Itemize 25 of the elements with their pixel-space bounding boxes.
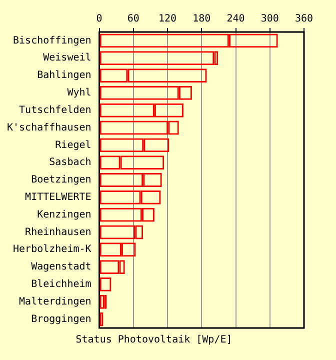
- y-tick-label: Bahlingen: [37, 70, 92, 82]
- x-tick-label: 60: [127, 14, 140, 25]
- y-tick-label: MITTELWERTE: [25, 192, 92, 204]
- y-tick-label: Wyhl: [67, 88, 92, 99]
- y-tick-label: Kenzingen: [37, 209, 92, 220]
- y-tick-label: Bischoffingen: [13, 35, 92, 46]
- y-tick-label: Rheinhausen: [25, 226, 92, 238]
- y-tick-label: Herbolzheim-K: [13, 244, 92, 256]
- y-tick-label: Weisweil: [43, 52, 92, 64]
- x-tick-label: 240: [226, 14, 245, 25]
- y-tick-label: Bleichheim: [31, 279, 92, 290]
- x-tick-label: 300: [260, 14, 279, 25]
- y-tick-label: Tutschfelden: [19, 104, 92, 116]
- x-tick-label: 180: [192, 14, 211, 25]
- y-tick-label: Boetzingen: [31, 174, 92, 186]
- x-tick-label: 360: [294, 14, 314, 25]
- y-tick-label: Sasbach: [49, 157, 92, 168]
- x-tick-label: 120: [158, 14, 177, 25]
- y-tick-label: Malterdingen: [19, 296, 92, 308]
- y-tick-label: Wagenstadt: [31, 262, 92, 273]
- y-tick-label: Riegel: [55, 140, 92, 151]
- x-axis-title: Status Photovoltaik [Wp/E]: [76, 334, 232, 346]
- y-tick-label: Broggingen: [31, 314, 92, 325]
- y-tick-label: K'schaffhausen: [6, 122, 92, 134]
- x-tick-label: 0: [96, 14, 102, 25]
